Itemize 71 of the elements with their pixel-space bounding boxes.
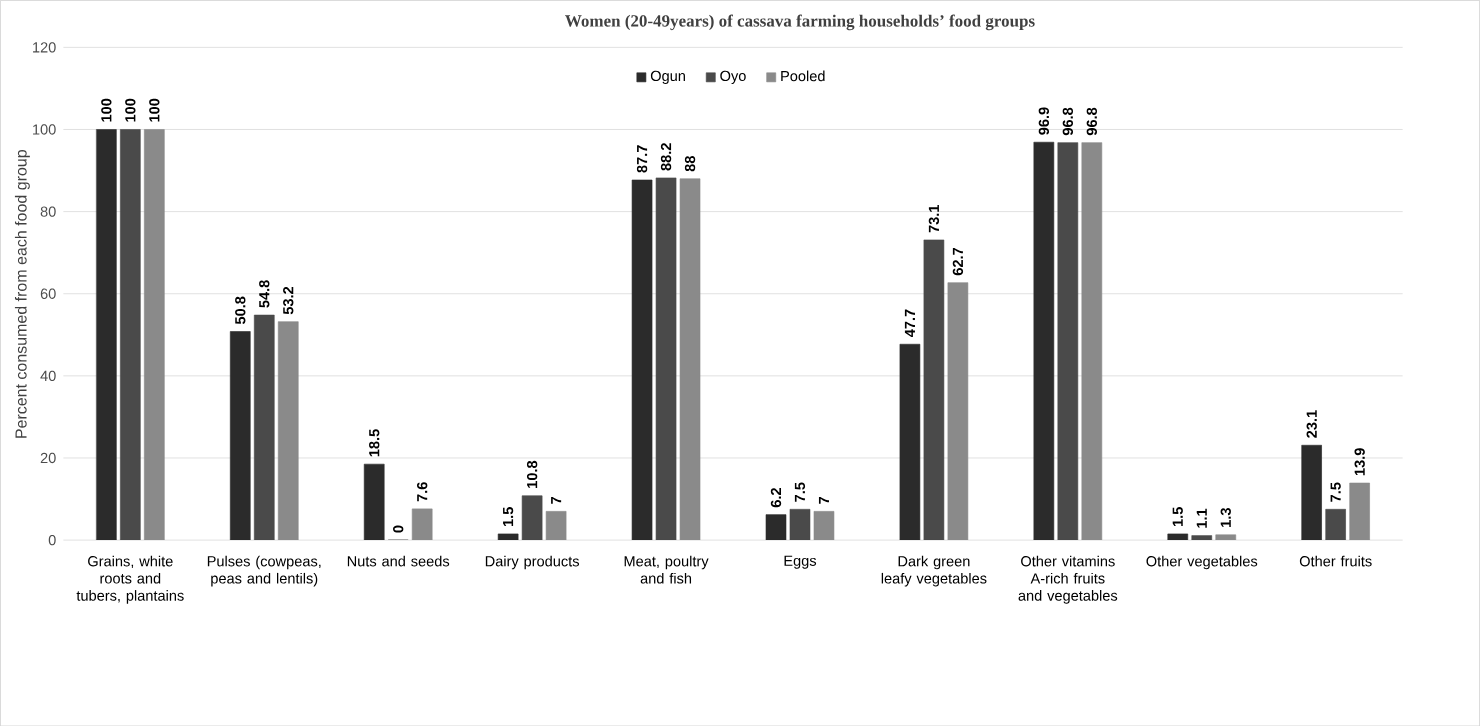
data-label: 7 <box>818 496 829 504</box>
data-label: 88 <box>684 155 696 172</box>
x-tick-label: Pulses (cowpeas, peas and lentils) <box>207 555 321 587</box>
data-label: 100 <box>149 98 160 122</box>
data-label: 1.5 <box>1172 506 1183 526</box>
x-tick-label: Other vegetables <box>1146 555 1258 570</box>
bar <box>545 510 567 540</box>
legend-label: Pooled <box>781 70 825 82</box>
data-label: 13.9 <box>1354 448 1365 475</box>
bar <box>789 508 811 540</box>
bar <box>947 282 969 540</box>
x-tick-label: Eggs <box>784 555 817 569</box>
x-tick-label: Other vitamins A-rich fruits and vegetables <box>1018 555 1118 604</box>
bar <box>813 510 835 540</box>
bar <box>253 314 275 540</box>
bar <box>120 128 141 540</box>
y-tick-label: 60 <box>40 288 56 299</box>
y-tick-label: 0 <box>48 534 56 546</box>
data-label: 7.6 <box>417 481 428 502</box>
data-label: 23.1 <box>1306 410 1317 438</box>
data-label: 62.7 <box>952 247 964 275</box>
y-axis-title: Percent consumed from each food group <box>14 149 30 438</box>
data-label: 53.2 <box>283 286 294 315</box>
y-tick-label: 120 <box>33 42 56 53</box>
bar <box>923 239 945 540</box>
data-label: 88.2 <box>660 142 672 171</box>
x-tick-label: Dairy products <box>485 555 580 570</box>
data-label: 1.5 <box>503 506 514 526</box>
data-label: 54.8 <box>259 279 270 308</box>
data-label: 7.5 <box>1330 482 1341 502</box>
x-tick-label: Grains, white roots and tubers, plantains <box>76 555 184 604</box>
legend-label: Oyo <box>720 70 746 84</box>
data-label: 1.1 <box>1196 508 1207 528</box>
bar <box>1081 142 1103 540</box>
bar <box>1325 508 1346 540</box>
data-label: 47.7 <box>904 309 915 337</box>
x-tick-label: Other fruits <box>1299 555 1372 567</box>
data-label: 10.8 <box>526 460 538 488</box>
bar <box>277 321 299 540</box>
data-label: 87.7 <box>636 145 648 173</box>
x-tick-label: Meat, poultry and fish <box>624 555 709 584</box>
data-label: 50.8 <box>235 296 246 324</box>
bar <box>655 177 677 540</box>
data-label: 18.5 <box>369 428 380 457</box>
bar <box>1349 482 1370 540</box>
legend-label: Ogun <box>650 70 685 84</box>
data-label: 100 <box>125 98 136 122</box>
bar <box>411 508 433 540</box>
bar <box>679 178 701 540</box>
data-label: 0 <box>393 525 404 533</box>
data-label: 7 <box>551 496 562 504</box>
data-label: 73.1 <box>928 204 940 233</box>
y-tick-label: 20 <box>40 452 56 463</box>
bar <box>1057 142 1079 540</box>
data-label: 1.3 <box>1220 507 1231 527</box>
y-tick-label: 40 <box>40 370 56 381</box>
data-label: 6.2 <box>770 487 782 507</box>
data-label: 96.8 <box>1062 107 1074 135</box>
chart-title: Women (20-49years) of cassava farming households’ food groups <box>565 14 1035 31</box>
data-label: 96.9 <box>1038 107 1050 135</box>
y-tick-label: 80 <box>40 206 56 217</box>
bar <box>1215 534 1237 540</box>
x-tick-label: Dark green leafy vegetables <box>881 555 987 587</box>
data-label: 100 <box>101 98 112 122</box>
bar <box>521 495 543 540</box>
bar <box>1191 535 1213 540</box>
x-tick-label: Nuts and seeds <box>347 555 450 567</box>
data-label: 7.5 <box>794 482 806 502</box>
bar <box>144 128 165 540</box>
data-label: 96.8 <box>1086 107 1098 135</box>
y-tick-label: 100 <box>33 124 56 135</box>
